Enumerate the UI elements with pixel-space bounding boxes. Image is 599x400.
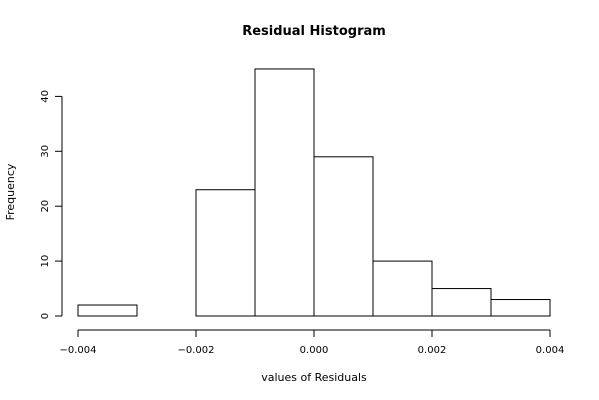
x-tick-label: 0.000 <box>300 345 329 356</box>
histogram-bar-2 <box>195 189 256 317</box>
y-tick-label: 0 <box>40 313 51 319</box>
histogram-bar-4 <box>313 156 374 317</box>
x-tick-label: −0.002 <box>177 345 214 356</box>
y-tick-label: 20 <box>40 200 51 213</box>
y-axis-label: Frequency <box>4 163 17 220</box>
x-axis-label: values of Residuals <box>261 371 367 384</box>
x-tick-label: 0.002 <box>418 345 447 356</box>
histogram-bar-0 <box>77 304 138 317</box>
histogram-bar-3 <box>254 68 315 317</box>
bars-group <box>77 68 551 317</box>
y-tick-label: 40 <box>40 90 51 103</box>
x-tick-label: 0.004 <box>536 345 565 356</box>
y-tick-label: 10 <box>40 255 51 268</box>
chart-title: Residual Histogram <box>242 24 386 39</box>
x-tick-label: −0.004 <box>59 345 96 356</box>
histogram-bar-6 <box>431 288 492 317</box>
x-axis: −0.004 −0.002 0.000 0.002 0.004 <box>59 329 565 356</box>
histogram-bar-7 <box>490 299 551 317</box>
y-axis: 0 10 20 30 40 <box>40 90 63 319</box>
histogram-bar-5 <box>372 260 433 317</box>
y-tick-label: 30 <box>40 145 51 158</box>
